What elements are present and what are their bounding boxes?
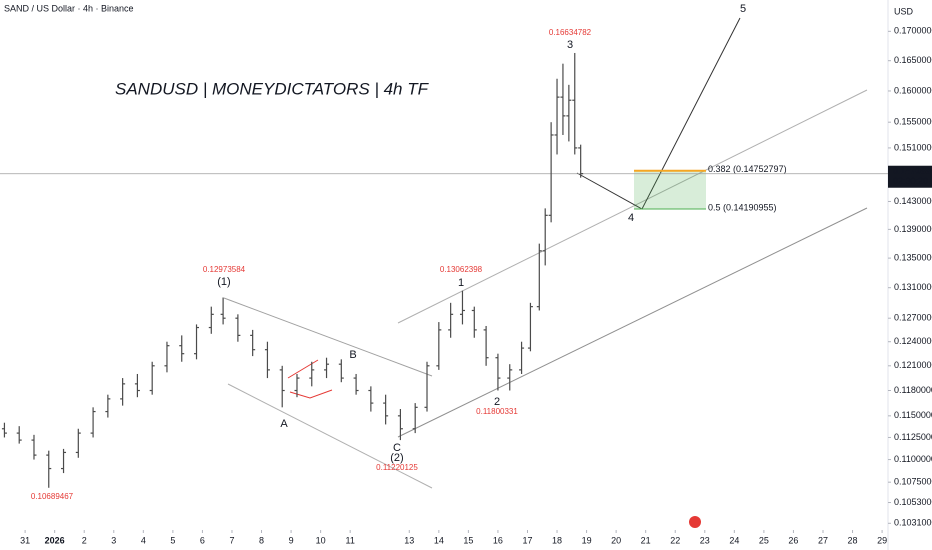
x-tick-label: 6 xyxy=(200,535,205,545)
x-tick-label: 7 xyxy=(229,535,234,545)
channel-line xyxy=(223,297,433,377)
countdown: 02:30:20 xyxy=(893,176,928,186)
fib-zone xyxy=(634,170,706,209)
channel-line xyxy=(227,383,433,489)
y-tick-label: 0.11800000 xyxy=(894,385,932,395)
annotation: 5 xyxy=(740,3,746,15)
x-tick-label: 29 xyxy=(877,535,887,545)
x-tick-label: 20 xyxy=(611,535,621,545)
x-tick-label: 18 xyxy=(552,535,562,545)
y-tick-label: 0.17000000 xyxy=(894,26,932,36)
x-tick-label: 19 xyxy=(582,535,592,545)
x-tick-label: 22 xyxy=(670,535,680,545)
annotation: 0.11220125 xyxy=(376,463,418,472)
x-tick-label: 23 xyxy=(700,535,710,545)
annotation: 0.11800331 xyxy=(476,407,518,416)
y-tick-label: 0.13500000 xyxy=(894,252,932,262)
x-tick-label: 16 xyxy=(493,535,503,545)
y-tick-label: 0.12400000 xyxy=(894,336,932,346)
y-tick-label: 0.14300000 xyxy=(894,196,932,206)
x-tick-label: 17 xyxy=(522,535,532,545)
x-tick-label: 4 xyxy=(141,535,146,545)
annotation: A xyxy=(280,418,288,430)
y-tick-label: 0.13900000 xyxy=(894,224,932,234)
last-price-label: 0.14708844 xyxy=(893,166,932,176)
y-tick-label: 0.13100000 xyxy=(894,282,932,292)
x-tick-label: 9 xyxy=(289,535,294,545)
x-tick-label: 8 xyxy=(259,535,264,545)
x-tick-label: 27 xyxy=(818,535,828,545)
x-tick-label: 14 xyxy=(434,535,444,545)
y-tick-label: 0.10530000 xyxy=(894,497,932,507)
y-tick-label: 0.15100000 xyxy=(894,142,932,152)
x-tick-label: 10 xyxy=(316,535,326,545)
y-tick-label: 0.16000000 xyxy=(894,85,932,95)
annotation: 3 xyxy=(567,39,573,51)
annotation: 1 xyxy=(458,277,464,289)
annotation: 0.16634782 xyxy=(549,28,592,37)
x-tick-label: 15 xyxy=(463,535,473,545)
event-icon[interactable] xyxy=(689,516,701,528)
annotation: B xyxy=(349,349,356,361)
y-tick-label: 0.15500000 xyxy=(894,117,932,127)
x-tick-label: 28 xyxy=(848,535,858,545)
drawings xyxy=(223,0,889,550)
y-tick-label: 0.12700000 xyxy=(894,313,932,323)
annotation: C xyxy=(393,442,401,454)
channel-line xyxy=(397,89,868,324)
annotation: (2) xyxy=(390,452,403,464)
triangle-line xyxy=(287,359,319,379)
annotation: 4 xyxy=(628,212,634,224)
x-tick-label: 26 xyxy=(788,535,798,545)
annotation: (1) xyxy=(217,276,230,288)
fib-label: 0.382 (0.14752797) xyxy=(708,164,787,174)
x-tick-label: 2 xyxy=(82,535,87,545)
header: SAND / US Dollar · 4h · Binance xyxy=(4,3,134,13)
x-tick-label: 24 xyxy=(729,535,739,545)
y-tick-label: 0.11500000 xyxy=(894,410,932,420)
x-tick-label: 21 xyxy=(641,535,651,545)
annotation: 0.13062398 xyxy=(440,265,483,274)
x-tick-label: 5 xyxy=(170,535,175,545)
currency: USD xyxy=(894,6,914,16)
annotation: 2 xyxy=(494,396,500,408)
x-tick-label: 11 xyxy=(346,535,355,545)
fib-label: 0.5 (0.14190955) xyxy=(708,202,777,212)
annotation: 0.12973584 xyxy=(203,265,246,274)
chart-title: SANDUSD | MONEYDICTATORS | 4h TF xyxy=(115,79,430,98)
y-tick-label: 0.12100000 xyxy=(894,360,932,370)
channel-line xyxy=(397,207,868,438)
y-tick-label: 0.11250000 xyxy=(894,432,932,442)
x-tick-label: 31 xyxy=(20,535,30,545)
y-tick-label: 0.10750000 xyxy=(894,477,932,487)
y-tick-label: 0.16500000 xyxy=(894,55,932,65)
price-badge xyxy=(888,165,932,188)
x-tick-label: 3 xyxy=(111,535,116,545)
y-tick-label: 0.11000000 xyxy=(894,454,932,464)
x-tick-label: 25 xyxy=(759,535,769,545)
x-tick-label: 13 xyxy=(404,535,414,545)
y-tick-label: 0.10310000 xyxy=(894,518,932,528)
x-tick-label: 2026 xyxy=(45,535,65,545)
annotation: 0.10689467 xyxy=(31,492,74,501)
